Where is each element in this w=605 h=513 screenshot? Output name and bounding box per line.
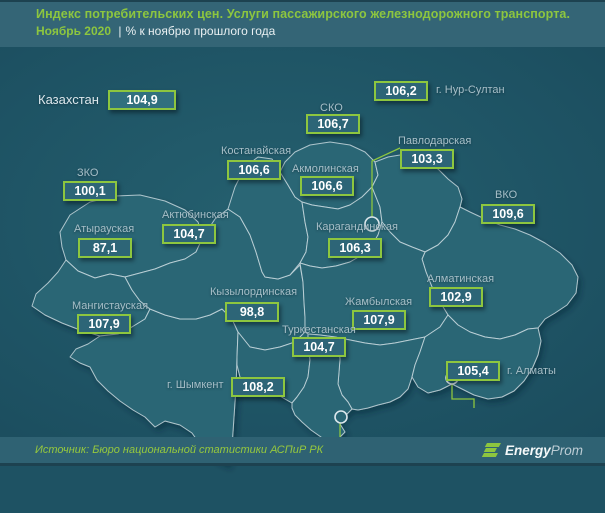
brand-text-light: Prom [550, 442, 583, 458]
region-label-aktobe: Актюбинская [162, 209, 229, 221]
region-label-karaganda: Карагандинская [316, 221, 398, 233]
region-value-atyrau: 87,1 [78, 238, 132, 258]
region-label-mangystau: Мангистауская [72, 300, 149, 312]
map-background [0, 47, 605, 466]
connector-almaty [451, 384, 475, 408]
region-label-almaty-region: Алматинская [427, 273, 495, 285]
connector-nur-sultan [371, 147, 401, 217]
energyprom-logo: EnergyProm [481, 442, 583, 458]
source-note: Источник: Бюро национальной статистики А… [35, 444, 324, 456]
city-label-almaty: г. Алматы [507, 365, 556, 377]
region-label-zko: ЗКО [77, 167, 99, 179]
page-subtitle: Ноябрь 2020 |% к ноябрю прошлого года [36, 24, 605, 38]
page-title: Индекс потребительских цен. Услуги пасса… [36, 7, 571, 21]
region-value-kyzylorda: 98,8 [225, 302, 279, 322]
region-label-kostanay: Костанайская [221, 145, 292, 157]
region-label-akmola: Акмолинская [292, 163, 359, 175]
region-label-vko: ВКО [495, 189, 518, 201]
title-separator: | [118, 24, 122, 38]
country-label: Казахстан [38, 92, 99, 107]
region-label-kyzylorda: Кызылординская [210, 286, 298, 298]
city-value-shymkent: 108,2 [231, 377, 285, 397]
city-label-shymkent: г. Шымкент [167, 379, 224, 391]
brand-text-bold: Energy [504, 442, 551, 458]
region-label-pavlodar: Павлодарская [398, 135, 472, 147]
period-label: Ноябрь 2020 [36, 24, 111, 38]
region-value-karaganda: 106,3 [328, 238, 382, 258]
header: Индекс потребительских цен. Услуги пасса… [0, 0, 605, 47]
kazakhstan-map [31, 141, 579, 466]
region-value-akmola: 106,6 [300, 176, 354, 196]
region-label-sko: СКО [320, 102, 343, 114]
region-label-atyrau: Атырауская [74, 223, 135, 235]
region-value-aktobe: 104,7 [162, 224, 216, 244]
region-value-mangystau: 107,9 [77, 314, 131, 334]
country-value-badge: 104,9 [108, 90, 176, 110]
subtitle-text: % к ноябрю прошлого года [125, 24, 276, 38]
city-value-nur-sultan: 106,2 [374, 81, 428, 101]
brand-text: EnergyProm [505, 443, 583, 458]
region-label-zhambyl: Жамбылская [345, 296, 413, 308]
region-value-zhambyl: 107,9 [352, 310, 406, 330]
region-value-sko: 106,7 [306, 114, 360, 134]
footer: Источник: Бюро национальной статистики А… [0, 437, 605, 466]
region-value-zko: 100,1 [63, 181, 117, 201]
city-marker-shymkent [334, 410, 348, 424]
energyprom-icon [481, 442, 501, 458]
region-shape-almaty-region [411, 314, 542, 400]
city-marker-nur-sultan [364, 216, 380, 232]
region-value-pavlodar: 103,3 [400, 149, 454, 169]
region-label-turkestan: Туркестанская [282, 324, 356, 336]
region-value-vko: 109,6 [481, 204, 535, 224]
region-value-kostanay: 106,6 [227, 160, 281, 180]
region-value-almaty-region: 102,9 [429, 287, 483, 307]
region-value-turkestan: 104,7 [292, 337, 346, 357]
region-shape-zhambyl [334, 336, 426, 411]
city-value-almaty: 105,4 [446, 361, 500, 381]
city-label-nur-sultan: г. Нур-Султан [436, 84, 505, 96]
infographic: Индекс потребительских цен. Услуги пасса… [0, 0, 605, 466]
